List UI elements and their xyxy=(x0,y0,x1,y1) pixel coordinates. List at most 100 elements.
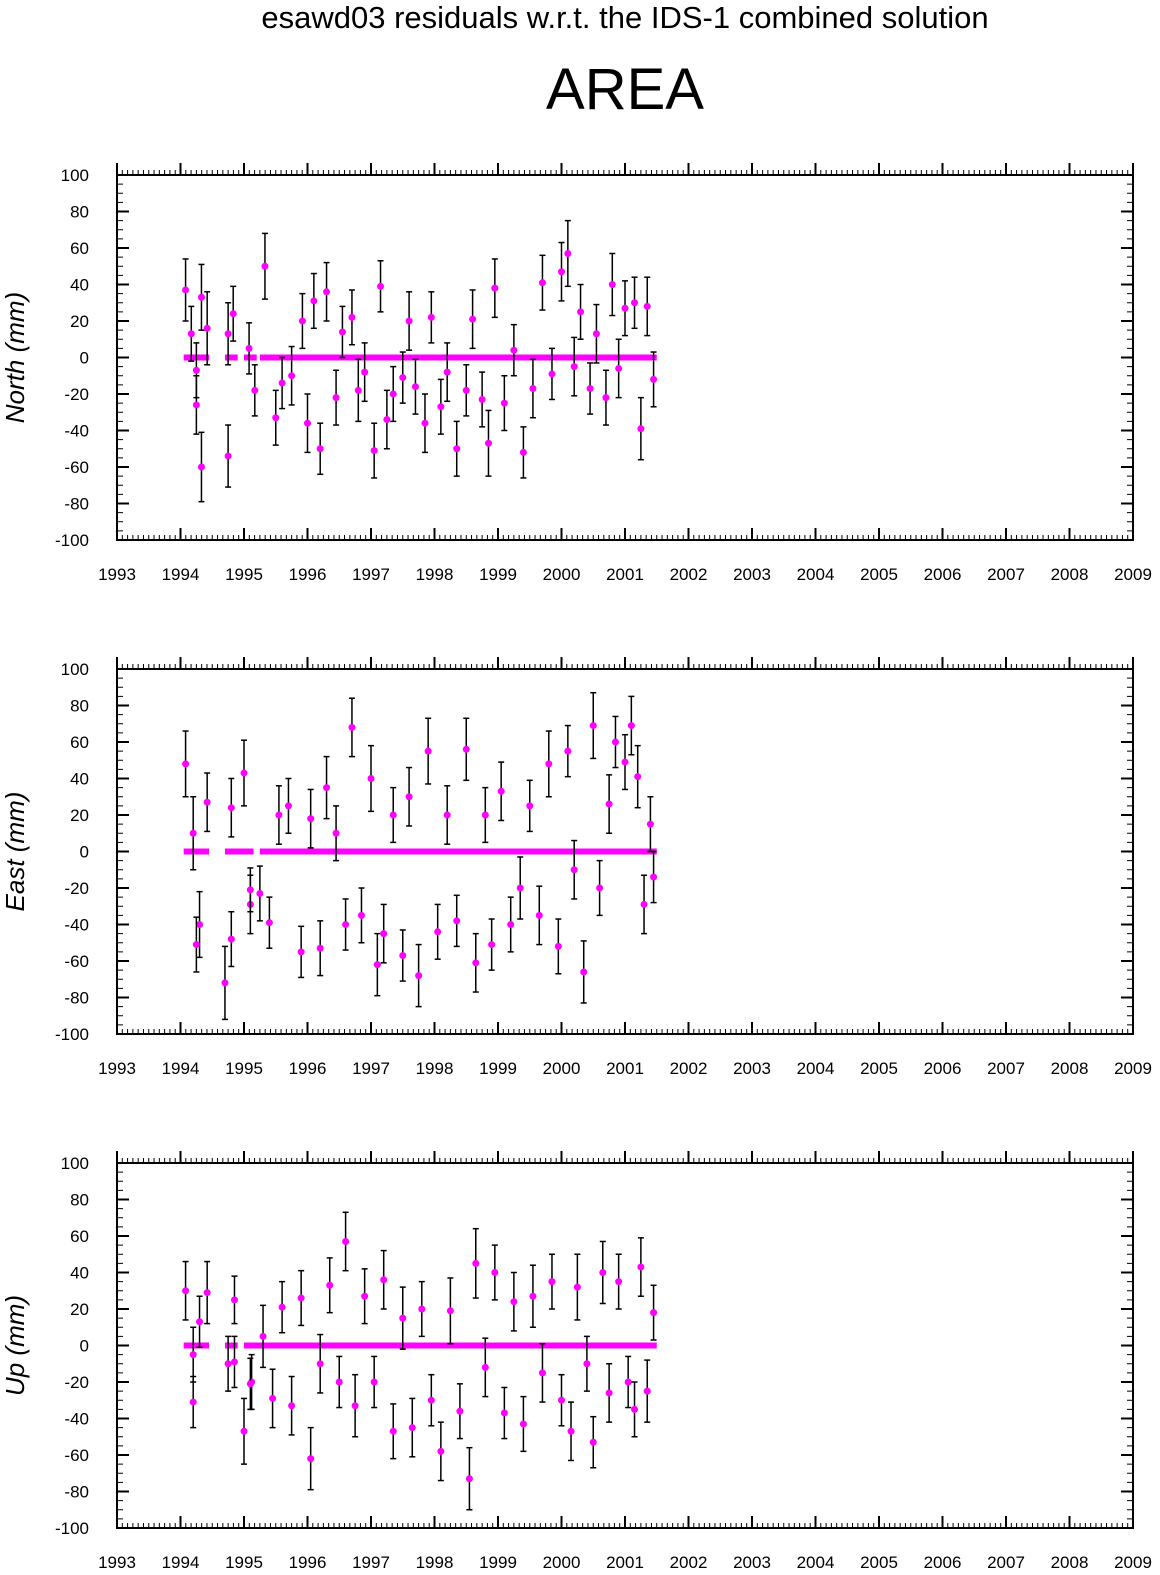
data-point xyxy=(605,800,613,808)
data-point xyxy=(421,419,429,427)
data-point xyxy=(548,1278,556,1286)
y-axis-label: North (mm) xyxy=(0,292,30,423)
x-tick-label: 1994 xyxy=(162,1059,200,1078)
data-point xyxy=(615,1278,623,1286)
y-tick-label: -20 xyxy=(64,1373,89,1392)
data-point xyxy=(427,1396,435,1404)
y-tick-label: -20 xyxy=(64,879,89,898)
data-point xyxy=(192,941,200,949)
data-point xyxy=(599,1269,607,1276)
x-tick-label: 2001 xyxy=(606,565,644,584)
data-point xyxy=(278,379,286,387)
data-point xyxy=(558,268,565,276)
data-point xyxy=(554,942,562,950)
x-tick-label: 1997 xyxy=(352,1553,390,1572)
y-tick-label: 0 xyxy=(80,1337,89,1356)
x-tick-label: 2000 xyxy=(543,565,581,584)
data-point xyxy=(284,802,292,810)
x-tick-label: 2005 xyxy=(860,565,898,584)
chart-title: esawd03 residuals w.r.t. the IDS-1 combi… xyxy=(261,0,989,35)
x-tick-label: 2006 xyxy=(924,1553,962,1572)
x-tick-label: 2002 xyxy=(670,565,708,584)
y-tick-label: -40 xyxy=(64,1410,89,1429)
data-point xyxy=(227,804,235,812)
x-tick-label: 1997 xyxy=(352,565,390,584)
y-tick-label: 60 xyxy=(70,239,89,258)
x-tick-label: 2002 xyxy=(670,1553,708,1572)
x-tick-label: 2003 xyxy=(733,565,771,584)
data-point xyxy=(535,911,543,919)
data-point xyxy=(627,722,635,730)
data-point xyxy=(643,1387,651,1395)
data-point xyxy=(586,385,594,393)
data-point xyxy=(189,1398,197,1406)
data-point xyxy=(389,390,397,398)
data-point xyxy=(224,330,232,338)
y-tick-label: 40 xyxy=(70,770,89,789)
data-point xyxy=(182,286,190,294)
data-point xyxy=(196,1318,204,1326)
data-point xyxy=(332,394,340,402)
data-point xyxy=(570,866,578,874)
data-point xyxy=(405,317,413,325)
y-tick-label: 60 xyxy=(70,733,89,752)
x-tick-label: 1998 xyxy=(416,1553,454,1572)
data-point xyxy=(229,310,237,318)
data-point xyxy=(500,1409,508,1417)
data-point xyxy=(472,959,480,967)
y-tick-label: -60 xyxy=(64,952,89,971)
x-tick-label: 2005 xyxy=(860,1553,898,1572)
data-point xyxy=(443,811,451,819)
x-tick-label: 2002 xyxy=(670,1059,708,1078)
data-point xyxy=(189,829,197,837)
data-point xyxy=(361,1292,369,1300)
data-point xyxy=(646,820,654,828)
x-tick-label: 1996 xyxy=(289,1553,327,1572)
data-point xyxy=(342,1237,350,1245)
data-point xyxy=(275,811,283,819)
data-point xyxy=(427,313,435,321)
y-tick-label: 20 xyxy=(70,806,89,825)
x-tick-label: 1996 xyxy=(289,565,327,584)
data-point xyxy=(631,1405,639,1413)
data-point xyxy=(197,293,205,301)
data-point xyxy=(650,873,658,881)
x-tick-label: 1998 xyxy=(416,1059,454,1078)
data-point xyxy=(389,1427,397,1435)
x-tick-label: 1995 xyxy=(225,1059,263,1078)
data-point xyxy=(558,1396,565,1404)
data-point xyxy=(240,769,248,777)
data-point xyxy=(261,262,269,270)
data-point xyxy=(453,917,461,925)
x-tick-label: 1999 xyxy=(479,1553,517,1572)
data-point xyxy=(570,363,578,371)
data-point xyxy=(348,723,356,731)
data-point xyxy=(596,884,604,892)
data-point xyxy=(197,463,205,471)
data-point xyxy=(361,368,369,376)
y-tick-label: 20 xyxy=(70,312,89,331)
data-point xyxy=(338,328,346,336)
data-point xyxy=(240,1427,248,1435)
x-tick-label: 2003 xyxy=(733,1059,771,1078)
data-point xyxy=(481,811,489,819)
data-point xyxy=(415,972,423,980)
data-point xyxy=(380,1276,388,1284)
data-point xyxy=(548,370,556,378)
x-tick-label: 2009 xyxy=(1114,1059,1152,1078)
data-point xyxy=(399,952,407,960)
data-point xyxy=(608,281,616,288)
data-point xyxy=(316,445,324,453)
data-point xyxy=(643,302,651,310)
data-point xyxy=(491,284,499,292)
data-point xyxy=(278,1303,286,1311)
panel-east: 1993 1994 1995 1996 1997 1998 1999 2000 2001 2002… xyxy=(0,657,1152,1078)
x-tick-label: 2008 xyxy=(1051,1059,1089,1078)
data-point xyxy=(307,1455,315,1463)
x-tick-label: 2006 xyxy=(924,1059,962,1078)
panel-north: 1993 1994 1995 1996 1997 1998 1999 2000 2001 2002… xyxy=(0,163,1152,584)
x-tick-label: 2001 xyxy=(606,1553,644,1572)
data-point xyxy=(323,288,331,296)
data-point xyxy=(621,758,629,766)
data-point xyxy=(377,282,385,290)
